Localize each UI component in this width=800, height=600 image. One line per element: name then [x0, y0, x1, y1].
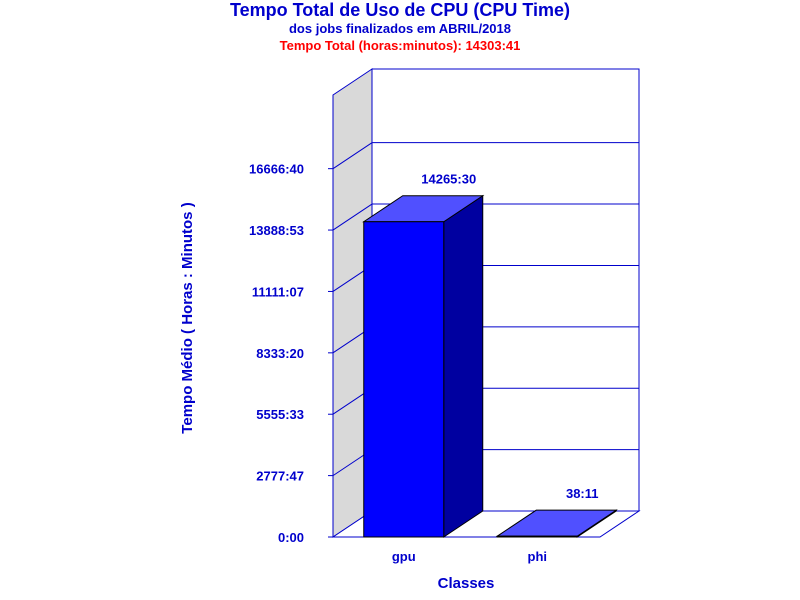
y-tick-label: 8333:20: [256, 346, 304, 361]
bar-gpu: [363, 221, 445, 538]
y-tick-label: 5555:33: [256, 407, 304, 422]
y-tick-label: 11111:07: [252, 284, 304, 299]
bar-phi: [496, 535, 578, 538]
gridline-side: [332, 203, 373, 231]
y-axis-label: Tempo Médio ( Horas : Minutos ): [179, 202, 196, 433]
chart-subtitle: dos jobs finalizados em ABRIL/2018: [288, 21, 511, 36]
y-tick-label: 0:00: [278, 530, 304, 545]
bars: 14265:30 38:11: [362, 172, 618, 538]
x-axis-label: Classes: [438, 575, 495, 592]
y-tick-label: 13888:53: [249, 223, 304, 238]
data-label-phi: 38:11: [566, 486, 599, 501]
bar-side-gpu: [443, 194, 484, 538]
y-axis: 0:00 2777:47 5555:33 8333:20 11111:07 13888:5…: [249, 95, 334, 545]
x-axis: gpu phi: [392, 549, 547, 564]
x-tick-label-gpu: gpu: [392, 549, 416, 564]
chart-title: Tempo Total de Uso de CPU (CPU Time): [229, 0, 571, 20]
y-tick-label: 2777:47: [256, 469, 304, 484]
y-tick-label: 16666:40: [249, 162, 304, 177]
gridline-side: [332, 142, 373, 170]
x-tick-label-phi: phi: [528, 549, 548, 564]
data-label-gpu: 14265:30: [421, 172, 476, 187]
chart-total: Tempo Total (horas:minutos): 14303:41: [279, 38, 521, 53]
